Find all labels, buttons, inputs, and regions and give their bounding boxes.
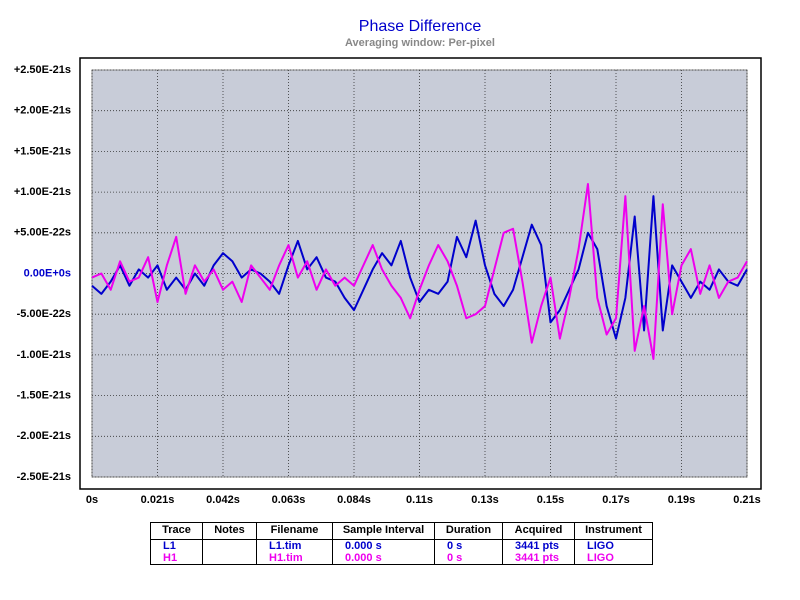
table-cell: Trace bbox=[151, 523, 203, 539]
table-cell: 0.000 s bbox=[333, 552, 435, 564]
table-cell: 0 s bbox=[435, 552, 503, 564]
table-cell: Instrument bbox=[585, 524, 642, 536]
series-line bbox=[91, 195, 748, 340]
y-tick-label: -2.50E-21s bbox=[17, 471, 71, 483]
y-tick-label: -2.00E-21s bbox=[17, 430, 71, 442]
table-cell: 3441 pts bbox=[503, 540, 575, 552]
table-cell: Notes bbox=[203, 523, 257, 539]
x-tick-label: 0.19s bbox=[668, 494, 696, 506]
chart-subtitle: Averaging window: Per-pixel bbox=[345, 37, 495, 49]
table-cell bbox=[203, 540, 257, 552]
table-cell: LIGO bbox=[587, 552, 614, 564]
y-tick-label: +1.00E-21s bbox=[14, 186, 71, 198]
x-tick-label: 0.15s bbox=[537, 494, 565, 506]
chart-title: Phase Difference bbox=[359, 18, 482, 35]
y-tick-label: 0.00E+0s bbox=[24, 267, 71, 279]
table-cell: H1.tim bbox=[257, 552, 333, 564]
x-tick-label: 0.13s bbox=[471, 494, 499, 506]
y-tick-label: +5.00E-22s bbox=[14, 227, 71, 239]
series-line bbox=[91, 182, 748, 360]
table-cell bbox=[203, 552, 257, 564]
table-cell: Duration bbox=[435, 523, 503, 539]
table-cell: LIGO bbox=[587, 540, 614, 552]
table-cell: 0.000 s bbox=[333, 540, 435, 552]
y-tick-label: -1.50E-21s bbox=[17, 390, 71, 402]
table-cell: Filename bbox=[257, 523, 333, 539]
chart: Phase Difference Averaging window: Per-p… bbox=[14, 18, 762, 506]
table-cell: L1 bbox=[151, 540, 203, 552]
y-tick-label: +1.50E-21s bbox=[14, 145, 71, 157]
table-cell: 0 s bbox=[435, 540, 503, 552]
x-tick-label: 0.17s bbox=[602, 494, 630, 506]
y-tick-label: -1.00E-21s bbox=[17, 349, 71, 361]
x-tick-label: 0.21s bbox=[733, 494, 761, 506]
x-tick-label: 0.084s bbox=[337, 494, 371, 506]
table-row: Trace Notes Filename Sample Interval Duratio… bbox=[151, 523, 652, 540]
plot-frame bbox=[79, 57, 762, 490]
x-tick-label: 0.11s bbox=[406, 494, 433, 506]
table-cell: H1 bbox=[151, 552, 203, 564]
table-cell: Sample Interval bbox=[333, 523, 435, 539]
y-tick-label: +2.50E-21s bbox=[14, 64, 71, 76]
x-tick-label: 0.063s bbox=[272, 494, 306, 506]
y-tick-label: -5.00E-22s bbox=[17, 308, 71, 320]
table-cell: L1.tim bbox=[257, 540, 333, 552]
table-cell: 3441 pts bbox=[503, 552, 575, 564]
trace-table: Trace Notes Filename Sample Interval Duratio… bbox=[150, 522, 653, 565]
x-tick-label: 0.021s bbox=[141, 494, 175, 506]
x-tick-label: 0.042s bbox=[206, 494, 240, 506]
x-tick-label: 0s bbox=[86, 494, 98, 506]
table-cell: Acquired bbox=[503, 523, 575, 539]
y-tick-label: +2.00E-21s bbox=[14, 105, 71, 117]
